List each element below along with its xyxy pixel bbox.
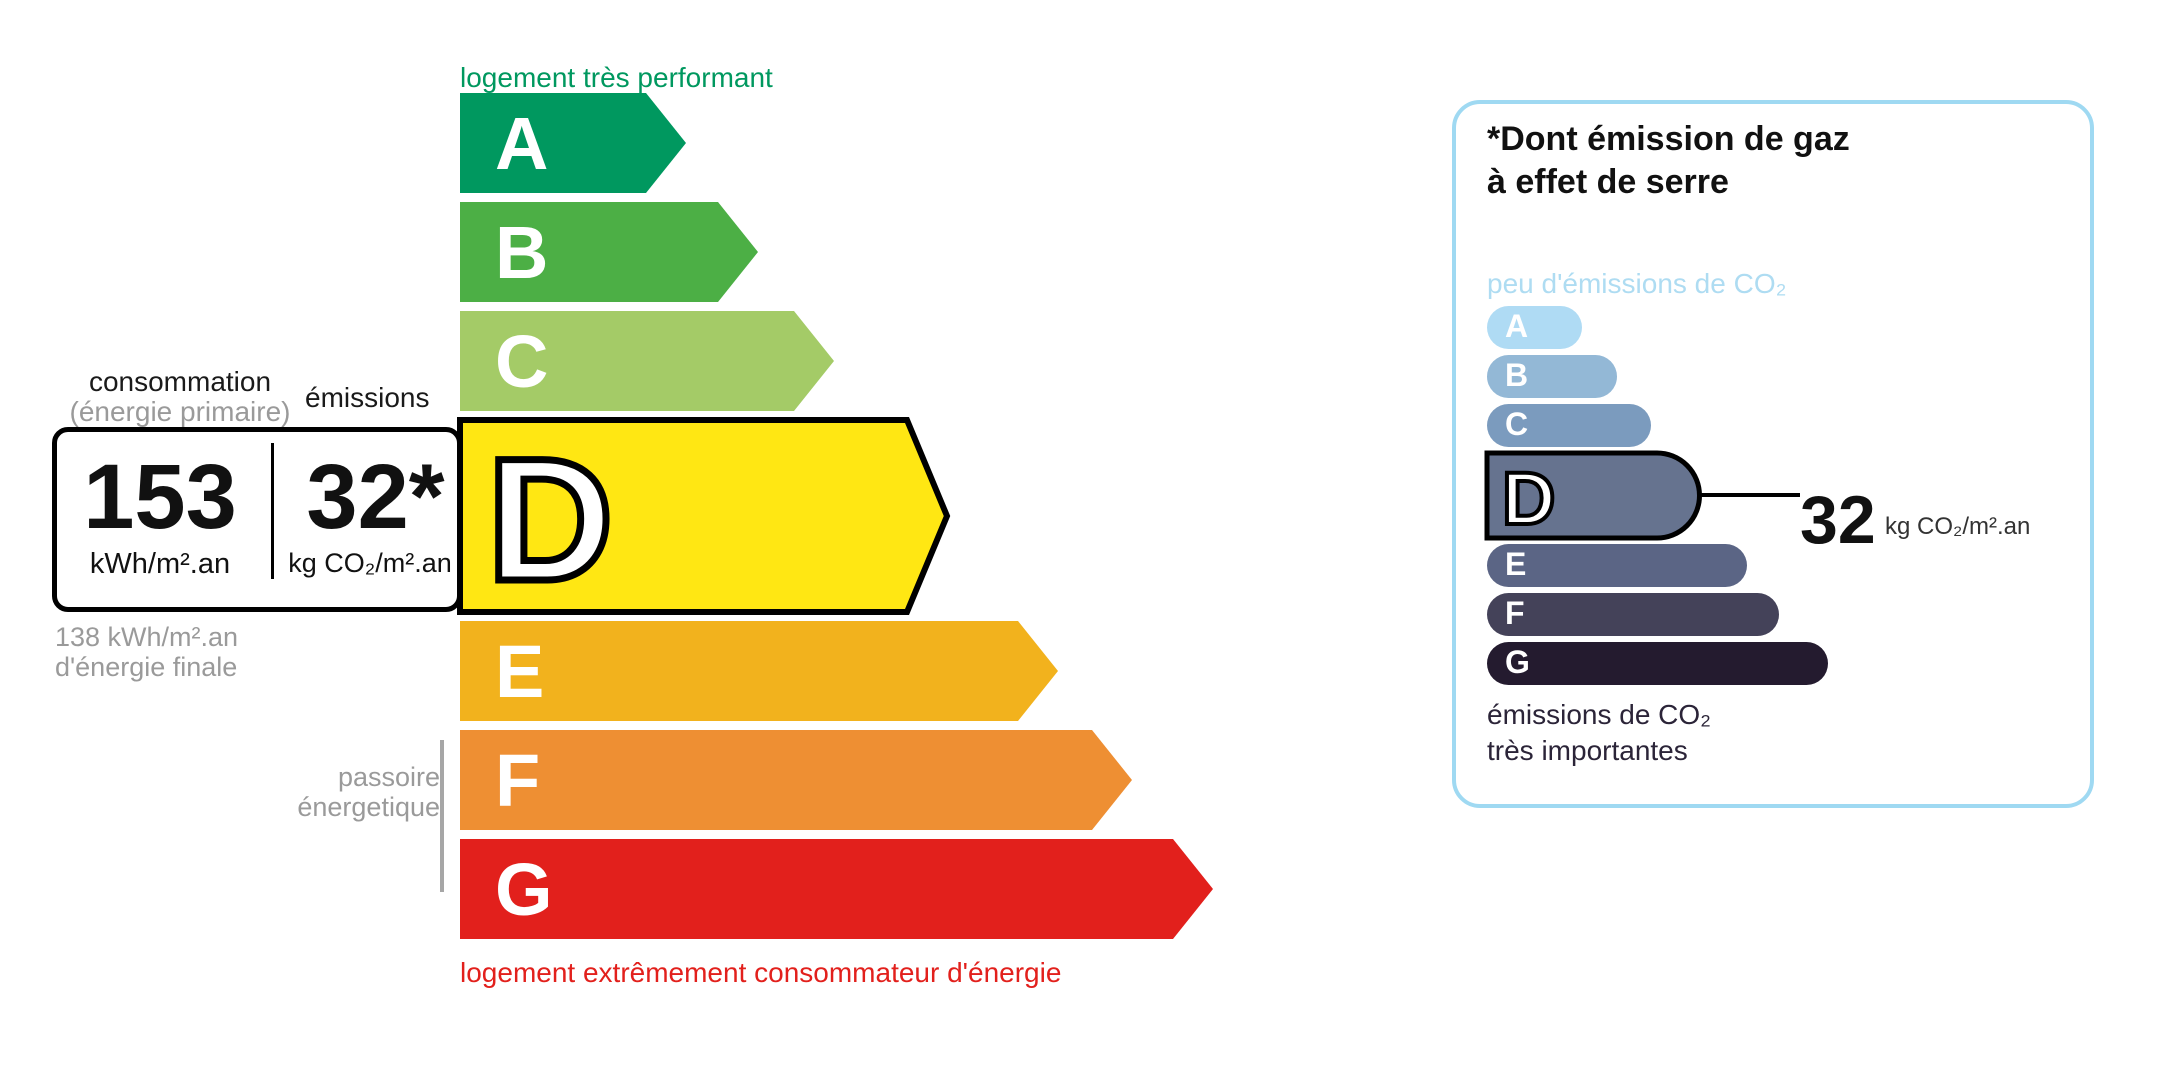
svg-text:C: C <box>1505 406 1528 442</box>
svg-text:G: G <box>1505 644 1530 680</box>
svg-text:F: F <box>1505 595 1525 631</box>
svg-text:E: E <box>1505 546 1526 582</box>
svg-text:B: B <box>1505 357 1528 393</box>
svg-text:D: D <box>1502 457 1555 540</box>
svg-text:A: A <box>1505 308 1528 344</box>
